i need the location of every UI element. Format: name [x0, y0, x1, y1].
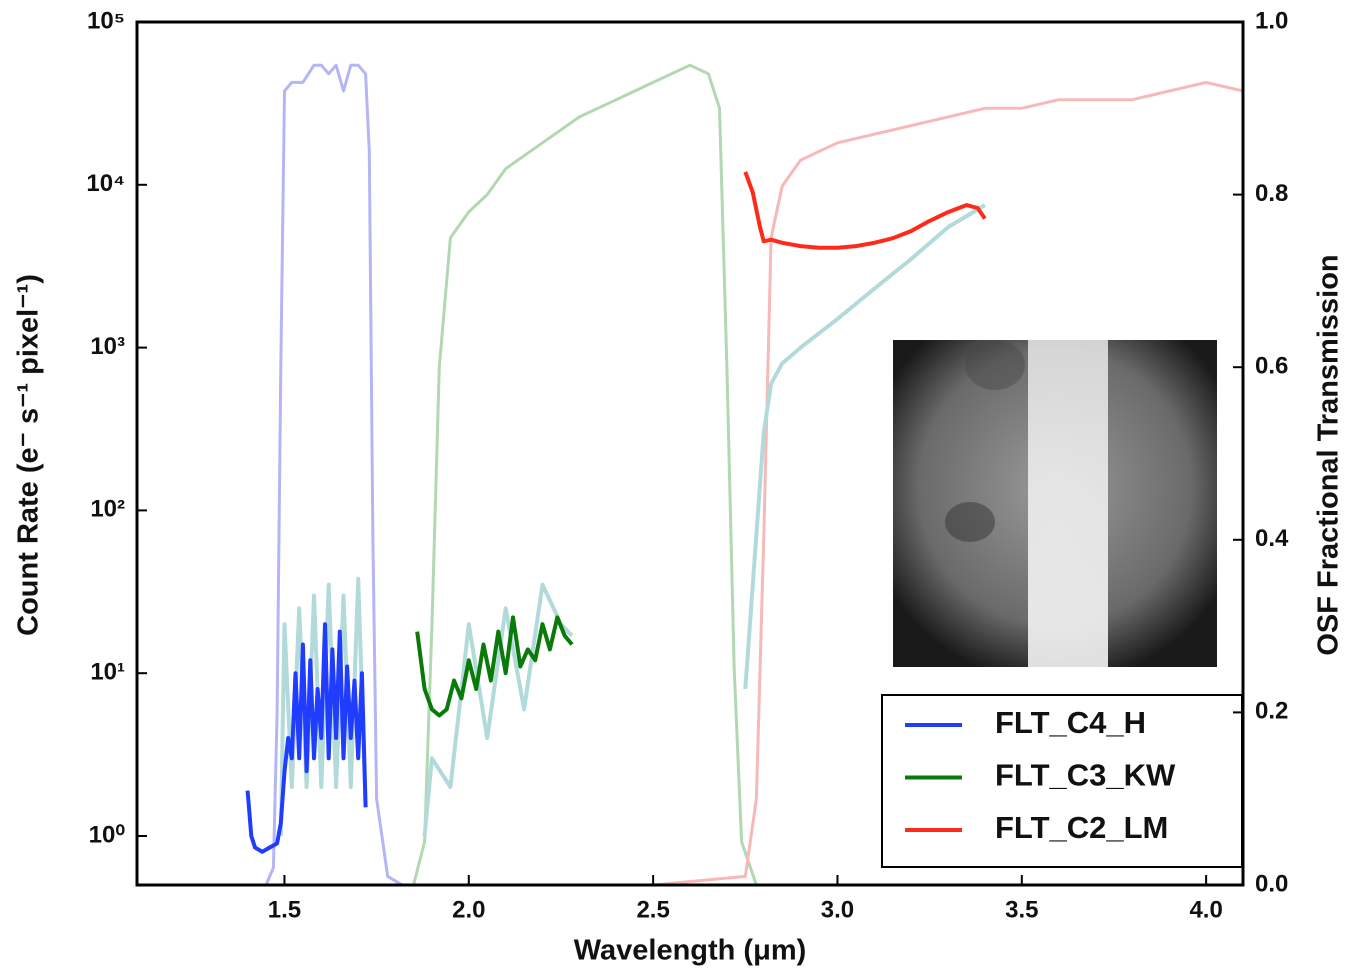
y-tick-label: 10⁵: [87, 7, 125, 34]
plot-area: [245, 63, 1244, 887]
axes-frame: [135, 20, 1245, 887]
y-tick-label: 10⁰: [89, 821, 126, 848]
x-tick-label: 2.5: [636, 896, 669, 923]
x-tick-label: 2.0: [452, 896, 485, 923]
y-tick-label: 10²: [90, 496, 125, 523]
x-tick-label: 4.0: [1189, 896, 1222, 923]
legend-label: FLT_C4_H: [995, 705, 1146, 740]
series-line: [743, 171, 987, 250]
y-tick-label: 10⁴: [86, 170, 125, 197]
inset-image: [893, 340, 1217, 667]
y2-tick-label: 0.2: [1255, 698, 1288, 725]
y-tick-label: 10³: [90, 333, 125, 360]
x-tick-label: 1.5: [268, 896, 301, 923]
legend: FLT_C4_H FLT_C3_KW FLT_C2_LM: [881, 694, 1243, 868]
series-line: [450, 80, 1244, 887]
series-line: [264, 63, 404, 887]
series-line: [415, 615, 574, 718]
y-tick-label: 10¹: [90, 659, 125, 686]
series-line: [412, 63, 758, 886]
x-axis-label: Wavelength (μm): [574, 935, 807, 967]
y2-tick-label: 0.4: [1255, 525, 1289, 552]
y2-tick-label: 1.0: [1255, 7, 1288, 34]
y-axis-label: Count Rate (e⁻ s⁻¹ pixel⁻¹): [13, 274, 45, 636]
series-line: [245, 622, 368, 854]
series-line: [278, 203, 986, 837]
x-tick-label: 3.5: [1005, 896, 1038, 923]
y2-tick-label: 0.8: [1255, 180, 1288, 207]
x-tick-label: 3.0: [821, 896, 854, 923]
y2-axis-label: OSF Fractional Transmission: [1313, 254, 1345, 655]
legend-label: FLT_C3_KW: [995, 758, 1176, 793]
y2-tick-label: 0.0: [1255, 870, 1288, 897]
y2-tick-label: 0.6: [1255, 353, 1288, 380]
legend-label: FLT_C2_LM: [995, 810, 1168, 845]
